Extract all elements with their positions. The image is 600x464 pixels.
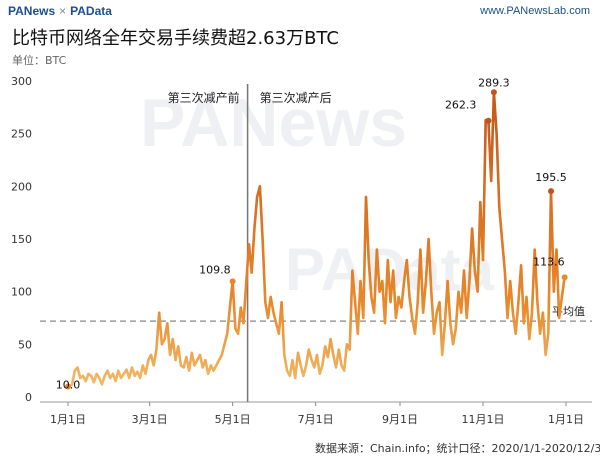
unit-label: 单位：BTC xyxy=(12,54,67,67)
y-axis-ticks: 0 50 100 150 200 250 300 xyxy=(11,75,32,404)
y-tick-label: 100 xyxy=(11,286,32,299)
annotation-label: 113.6 xyxy=(533,255,565,268)
annotation-label: 289.3 xyxy=(478,76,510,89)
fee-series-line xyxy=(66,91,566,388)
x-tick-label: 7月1日 xyxy=(298,413,334,426)
annotation-label: 195.5 xyxy=(535,171,567,184)
watermark-panews: PANews xyxy=(140,85,408,161)
panews-logo: PANews xyxy=(8,4,56,18)
y-tick-label: 300 xyxy=(11,75,32,88)
y-tick-label: 200 xyxy=(11,180,32,193)
brand-separator: × xyxy=(59,4,67,18)
annotation-dot xyxy=(490,89,497,96)
halving-before-label: 第三次减产前 xyxy=(168,90,240,105)
x-tick-label: 11月1日 xyxy=(462,413,505,426)
annotation-dot xyxy=(561,274,568,281)
x-tick-label: 1月1日 xyxy=(50,413,86,426)
y-tick-label: 0 xyxy=(25,391,32,404)
annotation-dot xyxy=(485,117,492,124)
y-tick-label: 150 xyxy=(11,233,32,246)
data-source: 数据来源：Chain.info；统计口径：2020/1/1-2020/12/31 xyxy=(315,442,600,455)
x-tick-label: 3月1日 xyxy=(132,413,168,426)
annotation-label: 109.8 xyxy=(199,263,231,276)
padata-logo: PAData xyxy=(70,4,112,18)
average-label: 平均值 xyxy=(552,305,585,318)
annotation-label: 10.0 xyxy=(56,378,81,391)
x-tick-label: 1月1日 xyxy=(548,413,584,426)
top-bar: PANews × PAData www.PANewsLab.com xyxy=(0,0,600,22)
y-tick-label: 50 xyxy=(18,338,32,351)
annotation-dot xyxy=(65,383,71,390)
halving-after-label: 第三次减产后 xyxy=(260,91,332,105)
annotation-dot xyxy=(229,278,236,285)
y-tick-label: 250 xyxy=(11,128,32,141)
chart-title: 比特币网络全年交易手续费超2.63万BTC xyxy=(12,28,339,49)
x-tick-label: 5月1日 xyxy=(215,413,251,426)
annotation-label: 262.3 xyxy=(445,99,477,112)
annotation-dot xyxy=(548,188,555,195)
x-axis-ticks: 1月1日 3月1日 5月1日 7月1日 9月1日 11月1日 1月1日 xyxy=(50,402,584,426)
x-tick-label: 9月1日 xyxy=(382,413,418,426)
site-url[interactable]: www.PANewsLab.com xyxy=(480,5,590,17)
brand-logos: PANews × PAData xyxy=(8,4,112,18)
